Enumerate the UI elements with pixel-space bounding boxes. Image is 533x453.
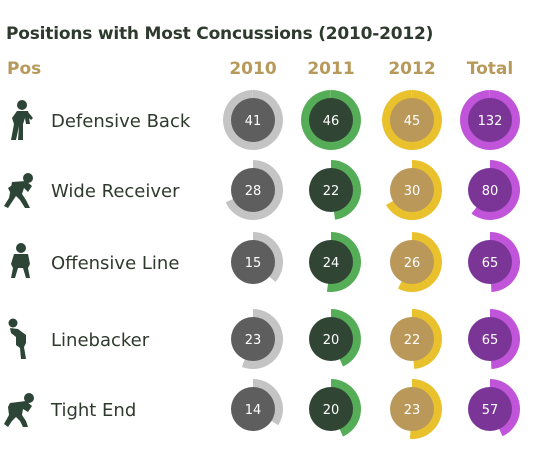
value-circle: [309, 240, 353, 284]
value-label: 65: [482, 256, 499, 271]
row-tight-end: Tight End 14 20 23 57: [50, 378, 521, 440]
position-label: Wide Receiver: [51, 181, 180, 202]
tight-end-icon: [4, 393, 34, 427]
value-circle: [390, 98, 434, 142]
value-circle: [309, 168, 353, 212]
value-label: 30: [404, 184, 421, 199]
value-label: 20: [323, 403, 340, 418]
value-label: 65: [482, 333, 499, 348]
header-pos: Pos: [7, 59, 41, 79]
value-label: 24: [323, 256, 340, 271]
wide-receiver-icon: [4, 173, 33, 208]
value-circle: [468, 317, 512, 361]
value-label: 14: [245, 403, 262, 418]
header-2010: 2010: [229, 59, 276, 79]
value-label: 41: [245, 114, 262, 129]
value-circle: [390, 168, 434, 212]
value-circle: [468, 387, 512, 431]
value-circle: [309, 98, 353, 142]
position-label: Offensive Line: [51, 253, 179, 274]
row-wide-receiver: Wide Receiver 28 22 30 80: [51, 159, 521, 221]
header-2012: 2012: [388, 59, 435, 79]
value-circle: [309, 387, 353, 431]
value-circle: [390, 387, 434, 431]
header-total: Total: [467, 59, 513, 79]
value-circle: [468, 98, 512, 142]
position-label: Tight End: [50, 400, 136, 421]
value-circle: [390, 317, 434, 361]
value-circle: [231, 387, 275, 431]
value-label: 45: [404, 114, 421, 129]
value-label: 20: [323, 333, 340, 348]
linebacker-icon: [8, 318, 26, 359]
value-label: 80: [482, 184, 499, 199]
value-label: 23: [404, 403, 421, 418]
value-label: 46: [323, 114, 340, 129]
value-circle: [231, 168, 275, 212]
value-label: 132: [478, 114, 503, 129]
row-linebacker: Linebacker 23 20 22 65: [51, 308, 521, 369]
value-label: 15: [245, 256, 262, 271]
value-circle: [231, 317, 275, 361]
position-label: Defensive Back: [51, 111, 191, 132]
value-label: 22: [404, 333, 421, 348]
value-label: 28: [245, 184, 262, 199]
value-circle: [309, 317, 353, 361]
position-label: Linebacker: [51, 330, 150, 351]
value-circle: [231, 98, 275, 142]
value-label: 57: [482, 403, 499, 418]
value-circle: [468, 168, 512, 212]
header-2011: 2011: [307, 59, 354, 79]
defensive-back-icon: [11, 100, 33, 140]
offensive-line-icon: [11, 243, 30, 278]
row-defensive-back: Defensive Back 41 46 45 132: [51, 90, 521, 150]
chart-title: Positions with Most Concussions (2010-20…: [6, 24, 434, 44]
value-label: 26: [404, 256, 421, 271]
value-circle: [390, 240, 434, 284]
value-circle: [468, 240, 512, 284]
value-label: 23: [245, 333, 262, 348]
row-offensive-line: Offensive Line 15 24 26 65: [51, 232, 521, 292]
value-label: 22: [323, 184, 340, 199]
value-circle: [231, 240, 275, 284]
